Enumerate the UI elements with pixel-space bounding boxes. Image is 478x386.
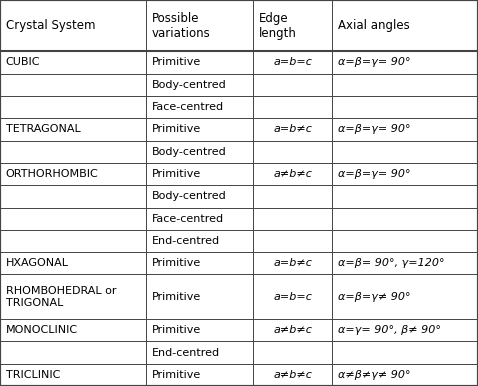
Text: TETRAGONAL: TETRAGONAL	[6, 124, 80, 134]
Text: Primitive: Primitive	[152, 370, 201, 380]
Text: a=b=c: a=b=c	[273, 58, 312, 68]
Text: End-centred: End-centred	[152, 347, 220, 357]
Text: a=b=c: a=b=c	[273, 292, 312, 302]
Text: MONOCLINIC: MONOCLINIC	[6, 325, 78, 335]
Text: ORTHORHOMBIC: ORTHORHOMBIC	[6, 169, 98, 179]
Text: Edge
length: Edge length	[259, 12, 297, 40]
Text: Axial angles: Axial angles	[338, 19, 410, 32]
Text: a=b≠c: a=b≠c	[273, 258, 312, 268]
Text: TRICLINIC: TRICLINIC	[6, 370, 60, 380]
Text: Body-centred: Body-centred	[152, 147, 226, 157]
Text: a≠b≠c: a≠b≠c	[273, 325, 312, 335]
Text: α=γ= 90°, β≠ 90°: α=γ= 90°, β≠ 90°	[338, 325, 441, 335]
Text: Face-centred: Face-centred	[152, 214, 224, 223]
Text: Primitive: Primitive	[152, 292, 201, 302]
Text: Possible
variations: Possible variations	[152, 12, 210, 40]
Text: Body-centred: Body-centred	[152, 80, 226, 90]
Text: Primitive: Primitive	[152, 325, 201, 335]
Text: Primitive: Primitive	[152, 169, 201, 179]
Text: HXAGONAL: HXAGONAL	[6, 258, 69, 268]
Text: a≠b≠c: a≠b≠c	[273, 169, 312, 179]
Text: CUBIC: CUBIC	[6, 58, 40, 68]
Text: α≠β≠γ≠ 90°: α≠β≠γ≠ 90°	[338, 370, 411, 380]
Text: α=β= 90°, γ=120°: α=β= 90°, γ=120°	[338, 258, 445, 268]
Text: α=β=γ≠ 90°: α=β=γ≠ 90°	[338, 292, 411, 302]
Text: a≠b≠c: a≠b≠c	[273, 370, 312, 380]
Text: End-centred: End-centred	[152, 236, 220, 246]
Text: Face-centred: Face-centred	[152, 102, 224, 112]
Text: α=β=γ= 90°: α=β=γ= 90°	[338, 58, 411, 68]
Text: α=β=γ= 90°: α=β=γ= 90°	[338, 169, 411, 179]
Text: Body-centred: Body-centred	[152, 191, 226, 201]
Text: RHOMBOHEDRAL or
TRIGONAL: RHOMBOHEDRAL or TRIGONAL	[6, 286, 116, 308]
Text: Primitive: Primitive	[152, 124, 201, 134]
Text: Primitive: Primitive	[152, 58, 201, 68]
Text: Primitive: Primitive	[152, 258, 201, 268]
Text: Crystal System: Crystal System	[6, 19, 95, 32]
Text: a=b≠c: a=b≠c	[273, 124, 312, 134]
Text: α=β=γ= 90°: α=β=γ= 90°	[338, 124, 411, 134]
